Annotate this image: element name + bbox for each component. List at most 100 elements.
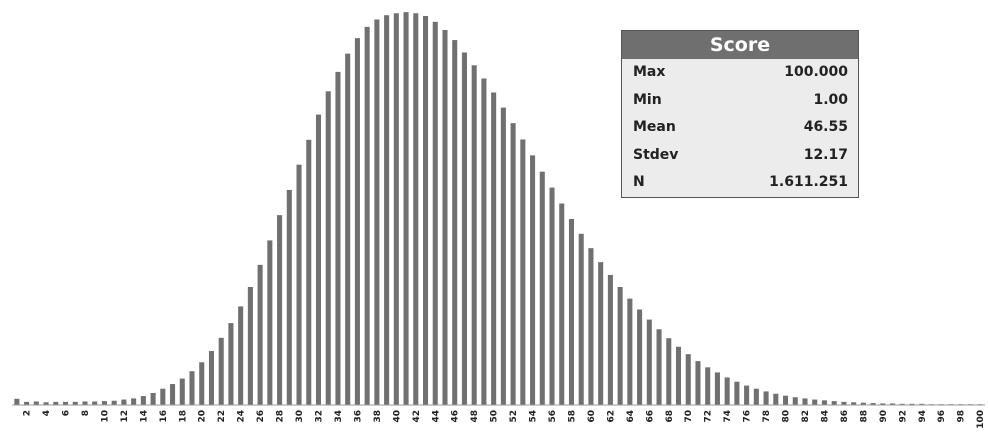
bar-49 (481, 78, 487, 406)
bar-28 (277, 215, 283, 405)
bar-71 (695, 361, 701, 405)
x-tick-label: 2 (23, 410, 33, 416)
bar-45 (442, 29, 448, 406)
bar-42 (413, 13, 419, 406)
x-tick-label: 66 (645, 410, 655, 423)
bar-88 (860, 402, 866, 405)
x-tick-label: 40 (392, 410, 402, 423)
bar-20 (199, 362, 205, 405)
bar-61 (598, 262, 604, 405)
bar-40 (393, 13, 399, 406)
bar-80 (783, 395, 789, 405)
bar-29 (286, 189, 292, 405)
bar-75 (734, 381, 740, 405)
x-tick-label: 80 (782, 410, 792, 423)
stats-table: Score Max 100.000 Min 1.00 Mean 46.55 St… (621, 30, 859, 198)
bar-1 (14, 398, 20, 405)
x-tick-label: 28 (276, 410, 286, 423)
x-tick-label: 98 (957, 410, 967, 423)
bar-67 (656, 329, 662, 405)
x-tick-label: 78 (762, 410, 772, 423)
bar-21 (208, 351, 214, 405)
stats-label: Max (633, 64, 666, 80)
x-tick-label: 92 (898, 410, 908, 423)
bar-69 (675, 346, 682, 405)
x-tick-label: 20 (198, 410, 208, 423)
bar-66 (646, 319, 652, 405)
x-tick-label: 6 (62, 410, 72, 416)
bar-84 (821, 400, 827, 405)
x-tick-label: 38 (373, 410, 383, 423)
bar-83 (812, 399, 818, 405)
bar-50 (491, 92, 497, 405)
x-tick-label: 10 (100, 410, 110, 423)
x-tick-label: 86 (840, 410, 850, 423)
x-tick-label: 42 (412, 410, 422, 423)
bar-8 (82, 401, 88, 405)
bar-93 (909, 403, 915, 405)
bar-51 (500, 107, 506, 406)
x-tick-label: 24 (237, 410, 247, 423)
bar-17 (170, 384, 176, 405)
bar-59 (578, 233, 584, 405)
bar-38 (374, 19, 380, 405)
x-tick-label: 16 (159, 410, 169, 423)
x-tick-label: 76 (743, 410, 753, 423)
bar-53 (520, 139, 526, 405)
bar-3 (33, 401, 39, 405)
bar-56 (549, 187, 555, 405)
bar-26 (257, 264, 263, 405)
x-tick-label: 22 (217, 410, 227, 423)
bar-92 (899, 403, 905, 405)
bar-94 (919, 403, 925, 405)
bar-13 (131, 398, 137, 405)
bar-14 (140, 396, 146, 405)
bar-27 (267, 240, 273, 405)
bar-11 (111, 400, 117, 405)
x-tick-label: 82 (801, 410, 811, 423)
stats-row-stdev: Stdev 12.17 (622, 142, 858, 170)
bar-5 (53, 401, 59, 405)
bar-35 (345, 53, 351, 406)
stats-value: 1.611.251 (769, 174, 848, 191)
bar-77 (753, 388, 759, 405)
stats-title: Score (622, 31, 858, 59)
x-tick-label: 60 (587, 410, 597, 423)
x-tick-label: 26 (256, 410, 266, 423)
stats-value: 46.55 (803, 119, 848, 136)
bar-10 (101, 401, 107, 405)
bar-7 (72, 401, 78, 405)
bar-60 (588, 248, 594, 405)
bar-73 (714, 372, 720, 405)
stats-row-min: Min 1.00 (622, 87, 858, 115)
bar-70 (685, 354, 691, 405)
x-tick-label: 32 (315, 410, 325, 423)
stats-label: Mean (633, 119, 676, 136)
stats-value: 12.17 (803, 146, 848, 163)
bar-37 (364, 26, 370, 406)
bar-81 (792, 397, 798, 405)
bar-76 (744, 385, 750, 405)
bar-82 (802, 398, 808, 405)
bar-9 (92, 401, 98, 405)
bar-48 (471, 65, 477, 405)
stats-row-max: Max 100.000 (622, 59, 858, 87)
bar-90 (880, 403, 886, 405)
bar-41 (403, 12, 409, 406)
bar-19 (189, 371, 195, 405)
x-tick-label: 68 (665, 410, 675, 423)
bar-34 (335, 71, 341, 405)
x-tick-label: 94 (918, 410, 928, 423)
x-tick-label: 88 (859, 410, 869, 423)
bar-57 (559, 203, 565, 405)
x-tick-label: 44 (431, 410, 441, 423)
x-tick-label: 36 (353, 410, 363, 423)
x-tick-label: 72 (704, 410, 714, 423)
bar-79 (773, 393, 779, 405)
x-tick-label: 74 (723, 410, 733, 423)
bar-4 (43, 402, 49, 405)
x-tick-label: 46 (451, 410, 461, 423)
bar-74 (724, 377, 730, 405)
bar-36 (354, 38, 360, 406)
